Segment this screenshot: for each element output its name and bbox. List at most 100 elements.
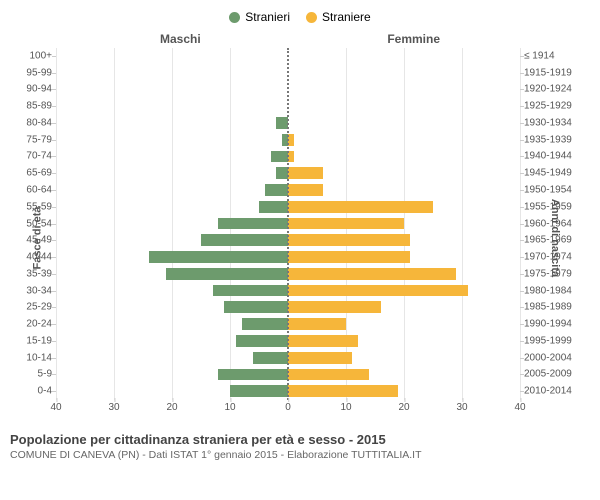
male-bar: [265, 184, 288, 196]
female-bar: [288, 184, 323, 196]
row-tick: [520, 123, 524, 124]
x-tick: 20: [166, 402, 177, 413]
male-bar: [253, 352, 288, 364]
row-tick: [520, 106, 524, 107]
x-tick-mark: [346, 398, 347, 402]
x-axis: 40302010010203040: [56, 402, 520, 416]
legend-item: Straniere: [306, 10, 371, 24]
birth-year-label: 1960-1964: [520, 218, 572, 229]
x-tick-mark: [114, 398, 115, 402]
x-tick-label: 10: [340, 402, 351, 413]
female-bar: [288, 285, 468, 297]
birth-year-label: 1920-1924: [520, 84, 572, 95]
male-bar: [224, 301, 288, 313]
row-tick: [520, 89, 524, 90]
row-tick: [520, 307, 524, 308]
row-tick: [52, 274, 56, 275]
row-tick: [52, 207, 56, 208]
legend-label: Stranieri: [245, 10, 290, 24]
row-tick: [52, 391, 56, 392]
legend-swatch: [229, 12, 240, 23]
row-tick: [52, 89, 56, 90]
row-tick: [520, 324, 524, 325]
female-bar: [288, 369, 369, 381]
birth-year-label: 2005-2009: [520, 369, 572, 380]
center-line: [287, 48, 289, 400]
row-tick: [52, 73, 56, 74]
birth-year-label: 1930-1934: [520, 117, 572, 128]
legend-label: Straniere: [322, 10, 371, 24]
female-bar: [288, 335, 358, 347]
row-tick: [520, 173, 524, 174]
x-tick-label: 0: [285, 402, 291, 413]
x-tick-mark: [404, 398, 405, 402]
row-tick: [52, 56, 56, 57]
x-tick: 10: [224, 402, 235, 413]
female-bar: [288, 201, 433, 213]
x-tick-mark: [56, 398, 57, 402]
row-tick: [520, 374, 524, 375]
birth-year-label: ≤ 1914: [520, 50, 555, 61]
birth-year-label: 1945-1949: [520, 168, 572, 179]
female-bar: [288, 352, 352, 364]
x-tick: 40: [50, 402, 61, 413]
birth-year-label: 1915-1919: [520, 67, 572, 78]
female-bar: [288, 318, 346, 330]
row-tick: [52, 156, 56, 157]
footer: Popolazione per cittadinanza straniera p…: [10, 432, 590, 461]
male-bar: [213, 285, 288, 297]
chart-title: Popolazione per cittadinanza straniera p…: [10, 432, 590, 447]
row-tick: [52, 341, 56, 342]
row-tick: [52, 140, 56, 141]
row-tick: [52, 291, 56, 292]
female-bar: [288, 301, 381, 313]
row-tick: [520, 257, 524, 258]
x-tick-mark: [230, 398, 231, 402]
male-bar: [271, 151, 288, 163]
male-bar: [242, 318, 288, 330]
male-bar: [201, 234, 288, 246]
row-tick: [520, 391, 524, 392]
row-tick: [52, 374, 56, 375]
female-bar: [288, 234, 410, 246]
row-tick: [520, 56, 524, 57]
birth-year-label: 2000-2004: [520, 352, 572, 363]
column-headers: Maschi Femmine: [10, 32, 590, 48]
birth-year-label: 2010-2014: [520, 386, 572, 397]
birth-year-label: 1935-1939: [520, 134, 572, 145]
x-tick: 20: [398, 402, 409, 413]
male-bar: [218, 369, 288, 381]
x-tick-label: 40: [514, 402, 525, 413]
plot-area: 100+≤ 191495-991915-191990-941920-192485…: [56, 48, 520, 400]
x-tick: 10: [340, 402, 351, 413]
row-tick: [520, 140, 524, 141]
row-tick: [52, 190, 56, 191]
birth-year-label: 1940-1944: [520, 151, 572, 162]
row-tick: [520, 358, 524, 359]
birth-year-label: 1950-1954: [520, 185, 572, 196]
x-tick-label: 20: [398, 402, 409, 413]
population-pyramid-chart: StranieriStraniere Maschi Femmine Fasce …: [0, 0, 600, 500]
row-tick: [520, 240, 524, 241]
legend: Stranieri Straniere: [10, 10, 590, 26]
male-bar: [149, 251, 288, 263]
x-tick-label: 40: [50, 402, 61, 413]
row-tick: [52, 173, 56, 174]
birth-year-label: 1965-1969: [520, 235, 572, 246]
x-tick: 30: [456, 402, 467, 413]
birth-year-label: 1990-1994: [520, 319, 572, 330]
x-tick-label: 30: [108, 402, 119, 413]
birth-year-label: 1995-1999: [520, 335, 572, 346]
row-tick: [520, 207, 524, 208]
legend-item: Stranieri: [229, 10, 290, 24]
row-tick: [520, 224, 524, 225]
x-tick-mark: [520, 398, 521, 402]
row-tick: [52, 123, 56, 124]
female-bar: [288, 218, 404, 230]
x-tick-mark: [172, 398, 173, 402]
row-tick: [520, 341, 524, 342]
male-bar: [259, 201, 288, 213]
row-tick: [52, 240, 56, 241]
x-tick-label: 20: [166, 402, 177, 413]
male-bar: [166, 268, 288, 280]
